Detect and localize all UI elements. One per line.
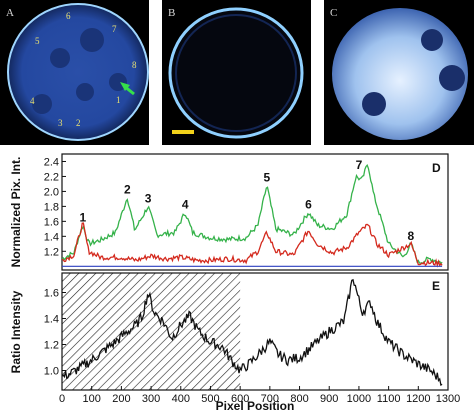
- y-tick-label: 2.2: [44, 171, 59, 183]
- y-tick-label: 1.2: [44, 246, 59, 258]
- panel-label: C: [330, 7, 337, 19]
- nucleus-dark: [362, 92, 386, 116]
- y-tick-label: 1.4: [44, 231, 59, 243]
- peak-label: 3: [145, 192, 152, 206]
- scale-bar: [172, 130, 194, 134]
- nucleus-dark: [439, 65, 465, 91]
- region-number: 1: [116, 95, 121, 105]
- region-number: 7: [112, 24, 117, 34]
- peak-label: 8: [408, 229, 415, 243]
- peak-label: 1: [79, 210, 86, 224]
- micrograph-panel-b: B: [162, 0, 311, 145]
- plot-panel-label-d: D: [432, 161, 441, 175]
- region-number: 8: [132, 60, 137, 70]
- nucleus-dark: [32, 94, 52, 114]
- x-tick-label: 0: [59, 393, 65, 405]
- x-tick-label: 100: [83, 393, 101, 405]
- peak-label: 6: [305, 198, 312, 212]
- plot-d-frame: [61, 153, 449, 271]
- x-tick-label: 1100: [377, 393, 401, 405]
- region-number: 3: [58, 118, 63, 128]
- y-tick-label: 2.4: [44, 156, 59, 168]
- x-tick-label: 300: [142, 393, 160, 405]
- plot-e-y-axis-label: Ratio Intensity: [9, 290, 23, 373]
- x-tick-label: 900: [320, 393, 338, 405]
- peak-label: 2: [124, 183, 131, 197]
- plot-panel-label-e: E: [432, 279, 440, 293]
- y-tick-label: 1.6: [44, 288, 59, 300]
- nucleus-dark: [80, 28, 104, 52]
- y-tick-label: 2.0: [44, 186, 59, 198]
- micrograph-panel-c: C: [324, 0, 474, 145]
- series-line-green: [62, 163, 443, 265]
- nucleus-dark: [421, 29, 443, 51]
- x-tick-label: 1300: [436, 393, 460, 405]
- y-tick-label: 1.0: [44, 366, 59, 378]
- x-tick-label: 400: [172, 393, 190, 405]
- plot-e-frame: [61, 272, 449, 391]
- region-number: 2: [76, 118, 81, 128]
- panel-label: A: [6, 7, 14, 19]
- x-tick-label: 700: [261, 393, 279, 405]
- x-tick-label: 200: [112, 393, 130, 405]
- y-tick-label: 1.6: [44, 216, 59, 228]
- peak-label: 4: [182, 198, 189, 212]
- x-tick-label: 1200: [406, 393, 430, 405]
- y-tick-label: 1.2: [44, 340, 59, 352]
- plot-e-x-axis-label: Pixel Position: [216, 399, 295, 413]
- nucleus-dark: [50, 48, 70, 68]
- x-tick-label: 600: [231, 393, 249, 405]
- peak-label: 7: [356, 158, 363, 172]
- series-line-black: [62, 278, 443, 387]
- peak-label: 5: [264, 171, 271, 185]
- nucleus-dark: [76, 83, 94, 101]
- x-tick-label: 800: [290, 393, 308, 405]
- region-number: 4: [30, 96, 35, 106]
- x-tick-label: 1000: [347, 393, 371, 405]
- cell-membrane: [168, 7, 304, 139]
- panel-label: B: [168, 7, 175, 19]
- series-line-red: [62, 222, 443, 268]
- region-number: 6: [66, 11, 71, 21]
- y-tick-label: 1.8: [44, 201, 59, 213]
- plot-d-y-axis-label: Normalized Pix. Int.: [9, 157, 23, 268]
- green-arrow-icon: [120, 82, 135, 96]
- micrograph-panel-a: A 1 2 3 4 5 6 7 8: [0, 0, 149, 145]
- region-number: 5: [35, 36, 40, 46]
- y-tick-label: 1.4: [44, 314, 59, 326]
- plot-e-hatched-region: [62, 273, 241, 390]
- x-tick-label: 500: [201, 393, 219, 405]
